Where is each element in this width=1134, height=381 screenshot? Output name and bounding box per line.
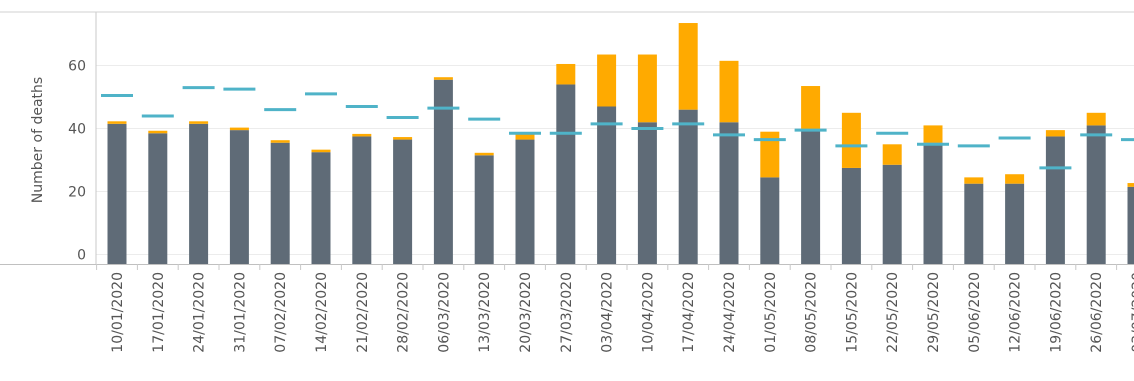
bar-base (515, 139, 535, 264)
x-tick-label: 05/06/2020 (967, 272, 983, 353)
bar-base (270, 142, 290, 264)
bar-base (189, 123, 209, 264)
bar-base (393, 139, 413, 264)
bar-excess (189, 121, 209, 124)
x-tick-label: 10/04/2020 (640, 272, 656, 353)
bar-base (1005, 183, 1025, 264)
bar-excess (311, 149, 331, 153)
bar-excess (1086, 112, 1106, 126)
bar-excess (964, 177, 984, 184)
bar-excess (474, 152, 494, 156)
x-tick-label: 12/06/2020 (1008, 272, 1024, 353)
bar-base (433, 79, 453, 264)
bar-excess (801, 86, 821, 131)
x-tick-label: 29/05/2020 (926, 272, 942, 353)
bar-base (474, 155, 494, 264)
x-tick-labels: 10/01/2020 17/01/2020 24/01/2020 31/01/2020… (96, 264, 1134, 353)
x-tick-label: 22/05/2020 (885, 272, 901, 353)
x-tick-label: 01/05/2020 (763, 272, 779, 353)
x-tick-label: 13/03/2020 (477, 272, 493, 353)
x-tick-label: 17/01/2020 (151, 272, 167, 353)
x-tick-label: 15/05/2020 (844, 272, 860, 353)
x-tick-label: 21/02/2020 (355, 272, 371, 353)
bar-base (311, 152, 331, 264)
x-tick-label: 27/03/2020 (559, 272, 575, 353)
bar-base (719, 122, 739, 264)
bar-base (556, 84, 576, 264)
bar-base (923, 142, 943, 264)
bar-base (678, 109, 698, 265)
y-tick-label: 60 (68, 59, 86, 75)
x-tick-label: 28/02/2020 (396, 272, 412, 353)
x-tick-label: 31/01/2020 (232, 272, 248, 353)
bar-excess (1045, 130, 1065, 137)
axes (0, 11, 1134, 265)
y-tick-label: 0 (77, 248, 86, 264)
bar-excess (1127, 183, 1134, 187)
bar-base (1086, 125, 1106, 265)
bar-excess (637, 54, 657, 123)
bar-base (597, 106, 617, 264)
bar-excess (719, 60, 739, 123)
y-tick-labels: 0 20 40 60 (68, 59, 86, 264)
y-tick-label: 20 (68, 185, 86, 201)
bar-excess (433, 77, 453, 80)
x-tick-label: 20/03/2020 (518, 272, 534, 353)
x-tick-label: 14/02/2020 (314, 272, 330, 353)
x-tick-label: 06/03/2020 (436, 272, 452, 353)
x-tick-label: 24/04/2020 (722, 272, 738, 353)
x-tick-label: 17/04/2020 (681, 272, 697, 353)
bar-excess (923, 125, 943, 143)
bar-base (841, 167, 861, 264)
x-tick-label: 03/07/2020 (1130, 272, 1134, 353)
x-tick-label: 03/04/2020 (600, 272, 616, 353)
bar-excess (1005, 174, 1025, 184)
x-tick-label: 08/05/2020 (804, 272, 820, 353)
bar-excess (229, 127, 249, 131)
bar-base (801, 130, 821, 264)
bar-base (148, 133, 168, 264)
x-tick-label: 10/01/2020 (110, 272, 126, 353)
bar-excess (597, 54, 617, 107)
bar-base (882, 164, 902, 264)
x-tick-label: 24/01/2020 (192, 272, 208, 353)
bar-excess (107, 121, 127, 124)
bar-excess (515, 133, 535, 140)
bar-excess (760, 131, 780, 178)
y-axis-label: Number of deaths (30, 77, 46, 203)
x-tick-label: 07/02/2020 (273, 272, 289, 353)
bar-base (760, 177, 780, 264)
bar-base (964, 183, 984, 264)
bar-base (229, 130, 249, 264)
bar-base (1127, 186, 1134, 264)
bar-excess (393, 137, 413, 140)
bar-excess (148, 130, 168, 134)
bar-base (637, 122, 657, 264)
bar-base (107, 123, 127, 264)
y-tick-label: 40 (68, 122, 86, 138)
bar-base (1045, 136, 1065, 264)
bar-base (352, 136, 372, 264)
bar-excess (882, 144, 902, 165)
bar-excess (678, 23, 698, 110)
x-tick-label: 26/06/2020 (1089, 272, 1105, 353)
bar-excess (270, 140, 290, 143)
bars (107, 23, 1134, 265)
bar-excess (841, 112, 861, 168)
x-tick-label: 19/06/2020 (1048, 272, 1064, 353)
expected-markers (101, 86, 1134, 170)
bar-excess (352, 133, 372, 137)
bar-excess (556, 63, 576, 85)
